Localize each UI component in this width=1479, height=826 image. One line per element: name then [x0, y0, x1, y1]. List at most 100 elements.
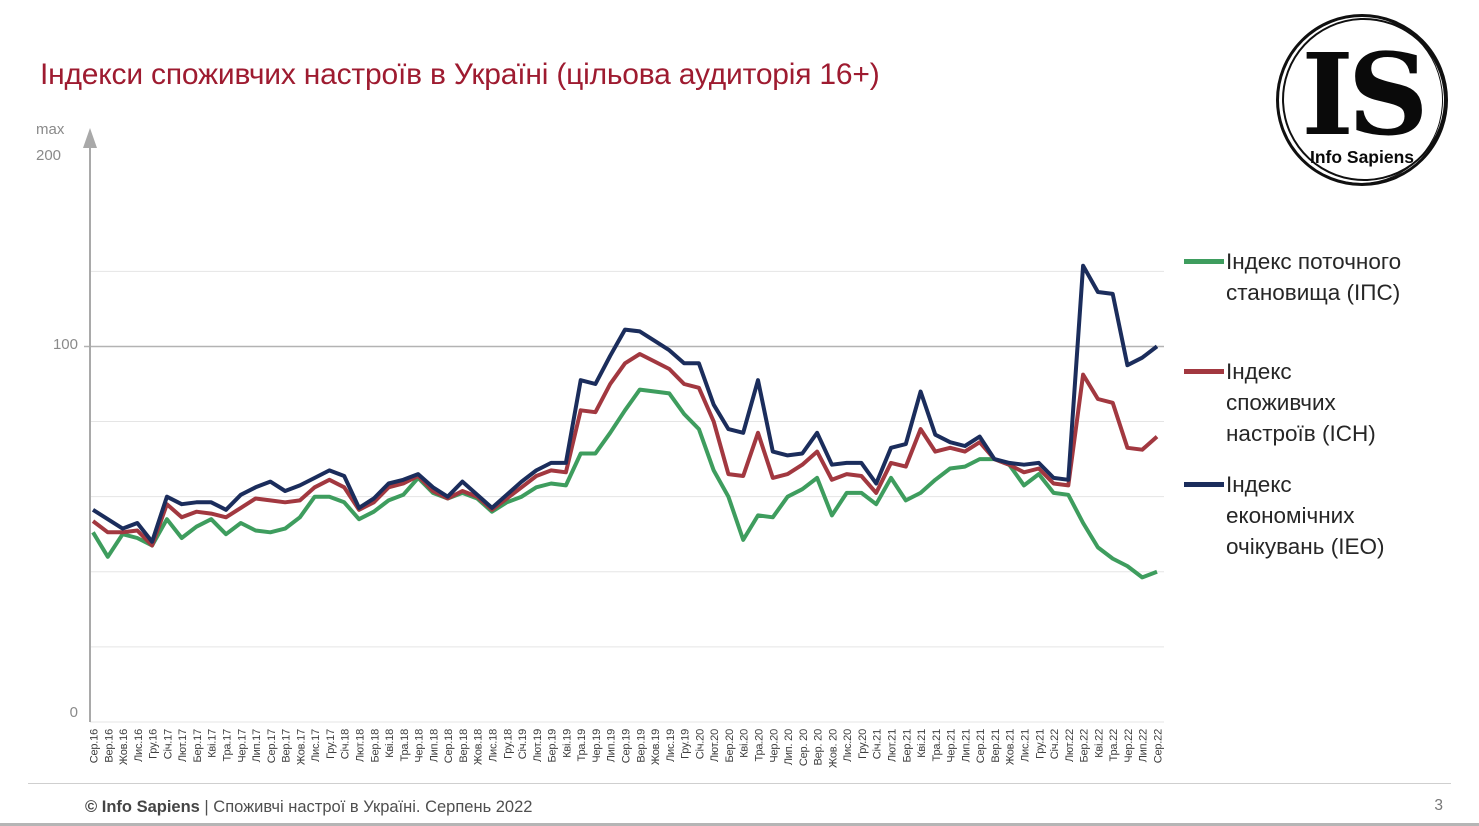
series-line-1	[91, 352, 1159, 548]
x-tick-label: Вер. 20	[813, 729, 825, 766]
legend-swatch-green	[1184, 259, 1224, 264]
legend-swatch-red	[1184, 369, 1224, 374]
footer-brand: © Info Sapiens	[85, 798, 200, 816]
logo-circle-icon	[1276, 14, 1448, 186]
legend-item-ieo: Індекс економічних очікувань (ІЕО)	[1184, 469, 1470, 562]
x-tick-label: Бер.21	[901, 729, 913, 763]
x-tick-label: Гру.20	[857, 729, 869, 759]
x-tick-label: Бер.20	[724, 729, 736, 763]
series-line-2	[91, 263, 1159, 544]
x-tick-label: Чер.22	[1123, 729, 1135, 763]
x-tick-label: Гру.19	[680, 729, 692, 759]
info-sapiens-logo: IS Info Sapiens	[1267, 5, 1458, 194]
x-tick-label: Сер. 20	[798, 729, 810, 766]
x-tick-label: Сер.19	[621, 729, 633, 763]
x-tick-label: Чер.18	[414, 729, 426, 763]
x-tick-label: Бер.19	[547, 729, 559, 763]
legend-swatch-navy	[1184, 482, 1224, 487]
x-tick-label: Вер.16	[103, 729, 115, 763]
legend-label: Індекс споживчих настроїв (ІСН)	[1226, 359, 1376, 446]
footer-text: © Info Sapiens | Споживчі настрої в Укра…	[85, 798, 532, 817]
footer-divider	[28, 783, 1451, 784]
legend-item-icn: Індекс споживчих настроїв (ІСН)	[1184, 356, 1470, 449]
x-tick-label: Січ.18	[340, 729, 352, 759]
x-tick-label: Січ.21	[872, 729, 884, 759]
x-tick-label: Лип.17	[251, 729, 263, 762]
y-axis-max-value: 200	[36, 147, 62, 164]
x-tick-label: Лис.17	[310, 729, 322, 762]
x-tick-label: Вер.18	[458, 729, 470, 763]
x-tick-label: Вер.19	[635, 729, 647, 763]
page-number: 3	[1434, 797, 1443, 814]
x-tick-label: Тра.19	[576, 729, 588, 762]
y-axis-tick-0: 0	[69, 704, 78, 721]
x-tick-label: Лис.16	[133, 729, 145, 762]
x-tick-label: Гру.18	[502, 729, 514, 759]
x-tick-label: Бер.18	[369, 729, 381, 763]
x-tick-label: Чер.17	[236, 729, 248, 763]
x-tick-label: Тра.17	[222, 729, 234, 762]
x-tick-label: Січ.17	[162, 729, 174, 759]
x-tick-label: Лип.21	[960, 729, 972, 762]
x-tick-label: Лип. 20	[783, 729, 795, 765]
series-line-0	[91, 387, 1158, 580]
page-title: Індекси споживчих настроїв в Україні (ці…	[40, 58, 880, 91]
x-tick-label: Січ.22	[1049, 729, 1061, 759]
x-tick-label: Сер.21	[975, 729, 987, 763]
x-tick-label: Бер.22	[1079, 729, 1091, 763]
x-tick-label: Гру.17	[325, 729, 337, 759]
x-tick-label: Лют.20	[709, 729, 721, 762]
x-tick-label: Лют.18	[355, 729, 367, 762]
x-tick-label: Жов.21	[1005, 729, 1017, 765]
x-tick-label: Чер.19	[591, 729, 603, 763]
gridlines	[84, 270, 1164, 723]
x-tick-label: Лют.21	[887, 729, 899, 762]
x-tick-label: Тра.21	[931, 729, 943, 762]
x-tick-label: Кві.17	[207, 729, 219, 758]
x-tick-label: Вер.21	[990, 729, 1002, 763]
x-tick-label: Лют.17	[177, 729, 189, 762]
x-tick-label: Сер.17	[266, 729, 278, 763]
legend-label: Індекс економічних очікувань (ІЕО)	[1226, 472, 1385, 559]
logo-brand-name: Info Sapiens	[1309, 147, 1415, 167]
x-tick-label: Жов.17	[295, 729, 307, 765]
logo-initials: IS	[1301, 30, 1428, 161]
y-axis-max-word: max	[36, 121, 65, 138]
x-tick-label: Сер.18	[443, 729, 455, 763]
x-tick-label: Кві.21	[916, 729, 928, 758]
x-tick-label: Лип.19	[606, 729, 618, 762]
x-axis-tick-labels: Сер.16 Вер.16 Жов.16 Лис.16 Гру.16 Січ.17 Лют.…	[89, 729, 1165, 768]
x-tick-label: Сер.16	[89, 729, 101, 763]
y-axis-tick-100: 100	[52, 336, 78, 353]
x-tick-label: Лис.21	[1020, 729, 1032, 762]
x-tick-label: Лип.22	[1138, 729, 1150, 762]
x-tick-label: Тра.22	[1108, 729, 1120, 762]
x-tick-label: Січ.20	[694, 729, 706, 759]
x-tick-label: Гру.21	[1034, 729, 1046, 759]
x-tick-label: Сер.22	[1153, 729, 1165, 763]
footer-caption: | Споживчі настрої в Україні. Серпень 20…	[199, 798, 533, 816]
legend-label: Індекс поточного становища (ІПС)	[1226, 249, 1402, 305]
x-tick-label: Жов.19	[650, 729, 662, 765]
legend-item-ipc: Індекс поточного становища (ІПС)	[1184, 246, 1470, 308]
x-tick-label: Кві.22	[1093, 729, 1105, 758]
x-tick-label: Чер.21	[946, 729, 958, 763]
x-tick-label: Лис.18	[488, 729, 500, 762]
x-tick-label: Чер.20	[768, 729, 780, 763]
y-axis-arrow-icon	[83, 128, 97, 148]
y-axis	[83, 128, 97, 722]
x-tick-label: Тра.18	[399, 729, 411, 762]
x-tick-label: Лют.22	[1064, 729, 1076, 762]
x-tick-label: Бер.17	[192, 729, 204, 763]
x-tick-label: Лис.20	[842, 729, 854, 762]
x-tick-label: Січ.19	[517, 729, 529, 759]
x-tick-label: Лип.18	[428, 729, 440, 762]
x-tick-label: Вер.17	[281, 729, 293, 763]
x-tick-label: Кві.18	[384, 729, 396, 758]
x-tick-label: Жов.18	[473, 729, 485, 765]
x-tick-label: Кві.19	[561, 729, 573, 758]
x-tick-label: Лис.19	[665, 729, 677, 762]
slide-bottom-edge	[0, 823, 1479, 826]
